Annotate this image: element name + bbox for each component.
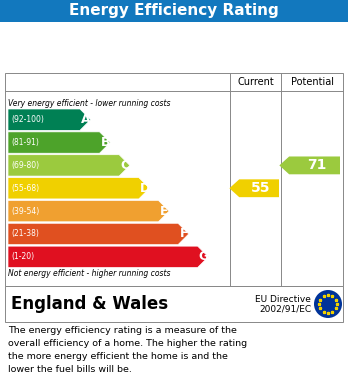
Text: (21-38): (21-38) [11,230,39,239]
Polygon shape [8,132,110,153]
Text: (69-80): (69-80) [11,161,39,170]
Text: B: B [101,136,110,149]
Text: (39-54): (39-54) [11,206,39,215]
Text: 2002/91/EC: 2002/91/EC [259,305,311,314]
Text: (55-68): (55-68) [11,184,39,193]
Bar [5,73,343,286]
Polygon shape [8,178,150,199]
Text: The energy efficiency rating is a measure of the
overall efficiency of a home. T: The energy efficiency rating is a measur… [8,326,247,373]
Text: D: D [140,182,150,195]
Polygon shape [279,156,340,174]
Bar [5,286,343,322]
Text: A: A [81,113,90,126]
Text: (81-91): (81-91) [11,138,39,147]
Text: Very energy efficient - lower running costs: Very energy efficient - lower running co… [8,99,171,108]
Text: Current: Current [237,77,274,87]
Text: EU Directive: EU Directive [255,294,311,303]
Text: 55: 55 [251,181,271,195]
Text: F: F [180,228,188,240]
Polygon shape [8,246,208,267]
Text: Not energy efficient - higher running costs: Not energy efficient - higher running co… [8,269,171,278]
Polygon shape [229,179,279,197]
Polygon shape [8,155,130,176]
Polygon shape [8,201,169,222]
Text: (1-20): (1-20) [11,252,34,261]
Text: (92-100): (92-100) [11,115,44,124]
Circle shape [314,290,342,318]
Text: C: C [120,159,129,172]
Text: 71: 71 [307,158,327,172]
Text: Energy Efficiency Rating: Energy Efficiency Rating [69,4,279,18]
Bar [0,0,348,22]
Text: Potential: Potential [291,77,333,87]
Text: G: G [198,250,209,263]
Text: E: E [160,204,168,218]
Text: England & Wales: England & Wales [11,295,168,313]
Polygon shape [8,109,90,130]
Polygon shape [8,223,189,245]
